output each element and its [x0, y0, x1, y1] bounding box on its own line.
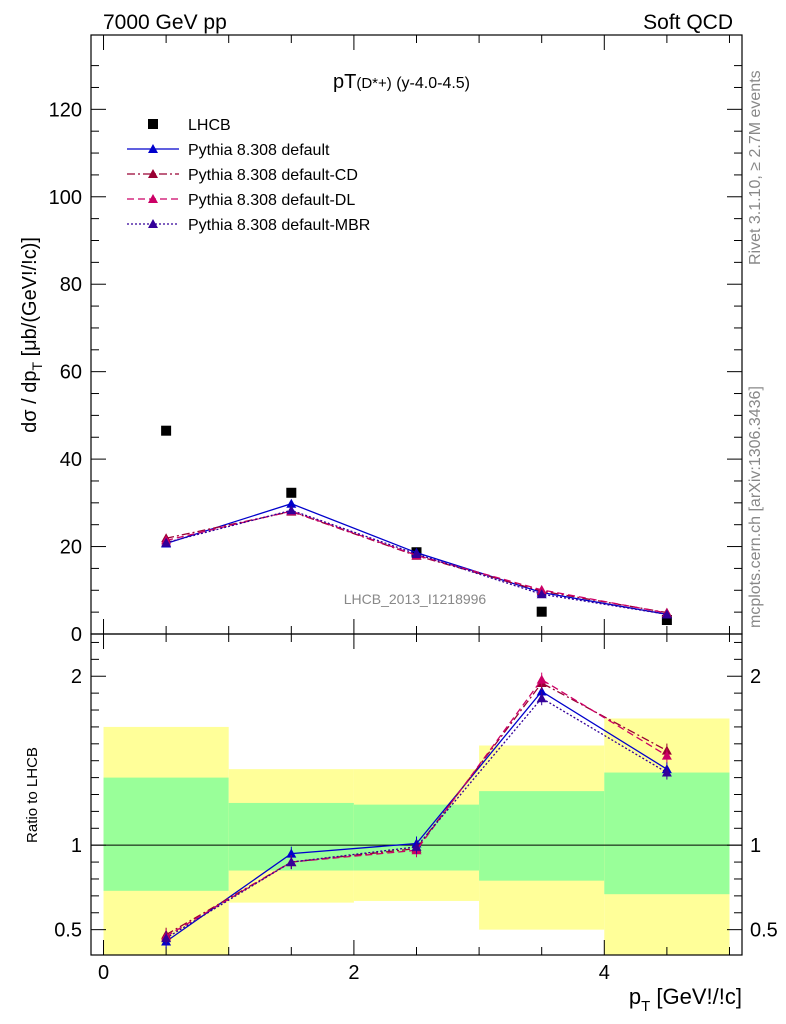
main-ytick-label: 60	[60, 362, 82, 384]
ratio-series-2-line	[165, 678, 668, 937]
legend-marker-lhcb	[148, 119, 158, 129]
ratio-series	[161, 672, 672, 949]
ratio-ytick-label-right: 1	[750, 835, 761, 857]
x-axis-label: pT [GeV!/!c]	[629, 984, 742, 1015]
main-ytick-label: 120	[49, 99, 82, 121]
data-point-lhcb	[161, 425, 172, 436]
legend-label-4: Pythia 8.308 default-MBR	[188, 217, 370, 234]
main-ytick-label: 40	[60, 449, 82, 471]
ratio-series-3-marker	[286, 857, 297, 867]
ratio-ytick-label: 0.5	[54, 920, 82, 942]
data-point-lhcb	[286, 487, 297, 498]
main-title-main: pT	[333, 71, 356, 93]
legend-marker-3	[148, 194, 158, 203]
legend-label-1: Pythia 8.308 default	[188, 142, 330, 159]
analysis-watermark: LHCB_2013_I1218996	[344, 591, 487, 607]
legend-label-3: Pythia 8.308 default-DL	[188, 192, 355, 209]
ratio-series-0-marker	[536, 686, 547, 696]
xtick-label: 2	[348, 962, 359, 984]
xtick-label: 0	[98, 962, 109, 984]
main-ytick-label: 0	[71, 624, 82, 646]
rivet-label: Rivet 3.1.10, ≥ 2.7M events	[747, 70, 764, 265]
main-title: pT(D*+) (y-4.0-4.5)	[333, 71, 470, 93]
legend-label-2: Pythia 8.308 default-CD	[188, 167, 358, 184]
main-ytick-label: 80	[60, 274, 82, 296]
ratio-ytick-label-right: 2	[750, 666, 761, 688]
main-y-label: dσ / dpT [μb/(GeV!/!c)]	[19, 237, 45, 433]
ratio-ytick-label: 1	[71, 835, 82, 857]
ratio-series-3-marker	[411, 841, 422, 851]
legend-marker-2	[148, 169, 158, 178]
ratio-ytick-label: 2	[71, 666, 82, 688]
band-green-0	[103, 777, 229, 891]
ratio-series-3-marker	[661, 767, 672, 777]
ratio-ytick-label-right: 0.5	[750, 920, 778, 942]
main-series-3-line	[165, 510, 668, 614]
ratio-series-0-marker	[286, 848, 297, 858]
main-series	[161, 425, 672, 626]
ratio-series-2-marker	[536, 674, 547, 684]
ratio-uncertainty-bands	[103, 718, 730, 955]
main-series-4-marker	[661, 609, 672, 619]
band-green-3	[479, 791, 605, 881]
main-series-4-marker	[536, 589, 547, 599]
main-ytick-label: 100	[49, 187, 82, 209]
main-ytick-label: 20	[60, 537, 82, 559]
main-title-sub: (D*+)	[356, 75, 391, 92]
ratio-series-1-line	[165, 682, 668, 936]
ratio-series-3-marker	[161, 933, 172, 943]
header-left: 7000 GeV pp	[103, 11, 227, 34]
band-green-4	[604, 772, 730, 895]
data-point-lhcb	[661, 615, 672, 626]
main-series-1-marker	[286, 498, 297, 508]
ratio-series-2-marker	[661, 750, 672, 760]
main-title-tail: (y-4.0-4.5)	[392, 75, 470, 92]
main-series-4-marker	[411, 548, 422, 558]
legend: LHCB Pythia 8.308 default Pythia 8.308 def…	[127, 117, 370, 234]
legend-label-0: LHCB	[188, 117, 231, 134]
main-series-4-marker	[286, 505, 297, 515]
header-right: Soft QCD	[643, 11, 733, 34]
legend-marker-4	[148, 219, 158, 228]
mcplots-label: mcplots.cern.ch [arXiv:1306.3436]	[747, 386, 764, 628]
ratio-y-label: Ratio to LHCB	[24, 747, 41, 843]
xtick-label: 4	[599, 962, 610, 984]
legend-marker-1	[148, 144, 158, 153]
ratio-series-3-marker	[536, 693, 547, 703]
main-series-4-marker	[161, 537, 172, 547]
data-point-lhcb	[536, 606, 547, 617]
